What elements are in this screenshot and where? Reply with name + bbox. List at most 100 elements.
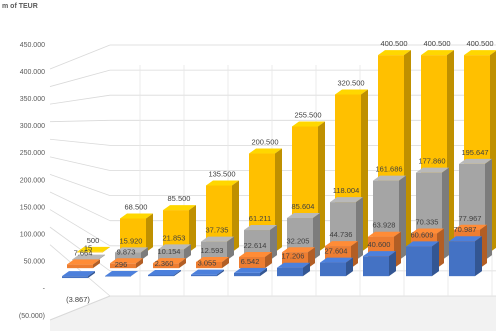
value-label: 6.542: [241, 257, 260, 266]
y-tick-label: (50.000): [19, 313, 45, 320]
bar-top: [282, 247, 315, 253]
bar-top: [292, 121, 325, 127]
bar-side: [432, 241, 439, 277]
value-label: 161.686: [375, 165, 402, 174]
bar-top: [330, 197, 363, 203]
bar-side: [270, 225, 277, 261]
bar-top: [449, 236, 482, 242]
value-label: 10.154: [158, 247, 181, 256]
bar-top: [239, 252, 272, 258]
bar-top: [249, 148, 282, 154]
grid-line-side: [49, 138, 111, 146]
value-label: 2.360: [155, 259, 174, 268]
bar-side: [136, 258, 143, 269]
bar-side: [265, 252, 272, 269]
bar-top: [320, 257, 353, 263]
bar: [277, 267, 303, 277]
bar: [115, 252, 141, 261]
bar-top: [201, 236, 234, 242]
bar-top: [454, 224, 487, 230]
value-label: 15: [84, 244, 92, 253]
value-label: 400.500: [466, 39, 493, 48]
y-tick-label: 300.000: [20, 123, 45, 130]
bar-side: [232, 180, 239, 253]
value-label: 85.604: [292, 202, 315, 211]
bar-top: [244, 225, 277, 231]
grid-line-side: [49, 209, 111, 247]
value-label: 320.500: [337, 78, 364, 87]
bar-side: [217, 269, 224, 277]
bar: [67, 264, 93, 269]
bar-top: [277, 262, 310, 268]
value-label: 63.928: [373, 221, 396, 230]
bar-top: [459, 158, 492, 164]
bar-top: [148, 269, 181, 275]
grid-line-side: [49, 226, 111, 272]
value-label: 27.604: [325, 247, 348, 256]
value-label: 77.967: [459, 214, 482, 223]
bar: [153, 263, 179, 269]
grid-line-side: [49, 174, 111, 196]
y-tick-label: 450.000: [20, 42, 45, 49]
grid-line-side: [49, 191, 111, 222]
bar-top: [411, 228, 444, 234]
bar: [196, 261, 222, 269]
bar-top: [406, 241, 439, 247]
value-label: 7.664: [74, 248, 93, 257]
bar-side: [93, 259, 100, 269]
unit-label: m of TEUR: [2, 3, 38, 10]
value-label: (3.867): [66, 295, 90, 304]
bar: [363, 256, 389, 277]
bar-side: [88, 271, 95, 279]
bar-top: [196, 256, 229, 262]
bar-top: [158, 244, 191, 250]
grid-line-side: [49, 94, 111, 105]
bar-top: [206, 180, 239, 186]
bar-side: [141, 247, 148, 261]
bar: [320, 262, 346, 277]
bar: [148, 274, 174, 277]
value-label: 60.609: [411, 230, 434, 239]
value-label: 118.004: [333, 186, 360, 195]
bar-top: [287, 213, 320, 219]
bar-side: [184, 244, 191, 261]
value-label: 3.055: [198, 259, 217, 268]
bar-top: [105, 271, 138, 277]
bar-top: [363, 251, 396, 257]
value-label: 22.614: [244, 241, 267, 250]
value-label: 44.736: [330, 230, 353, 239]
value-label: 500: [87, 236, 100, 245]
bar: [406, 246, 432, 277]
bar: [62, 276, 88, 279]
y-tick-label: 250.000: [20, 150, 45, 157]
value-label: 200.500: [251, 138, 278, 147]
bar-side: [475, 236, 482, 277]
bar-top: [67, 259, 100, 265]
value-label: 68.500: [125, 202, 148, 211]
side-wall: [49, 295, 111, 321]
y-tick-label: 400.000: [20, 69, 45, 76]
y-tick-label: 200.000: [20, 177, 45, 184]
bar-top: [163, 205, 196, 211]
bar-top: [373, 175, 406, 181]
value-label: 85.500: [168, 194, 191, 203]
bar-top: [378, 50, 411, 56]
bar: [105, 276, 131, 277]
value-label: 61.211: [249, 214, 271, 223]
y-tick-label: 100.000: [20, 232, 45, 239]
grid-line-side: [49, 119, 111, 123]
value-label: 296: [115, 260, 128, 269]
y-tick-label: -: [43, 286, 46, 293]
bar-side: [146, 213, 153, 253]
bar-top: [62, 271, 95, 277]
bar-top: [110, 258, 143, 264]
bar-side: [389, 251, 396, 277]
bar-side: [303, 262, 310, 277]
bar-top: [416, 167, 449, 173]
bar-top: [368, 231, 401, 237]
bar-top: [191, 269, 224, 275]
bar-side: [98, 254, 105, 261]
value-label: 9.873: [117, 247, 136, 256]
value-label: 12.593: [201, 246, 224, 255]
